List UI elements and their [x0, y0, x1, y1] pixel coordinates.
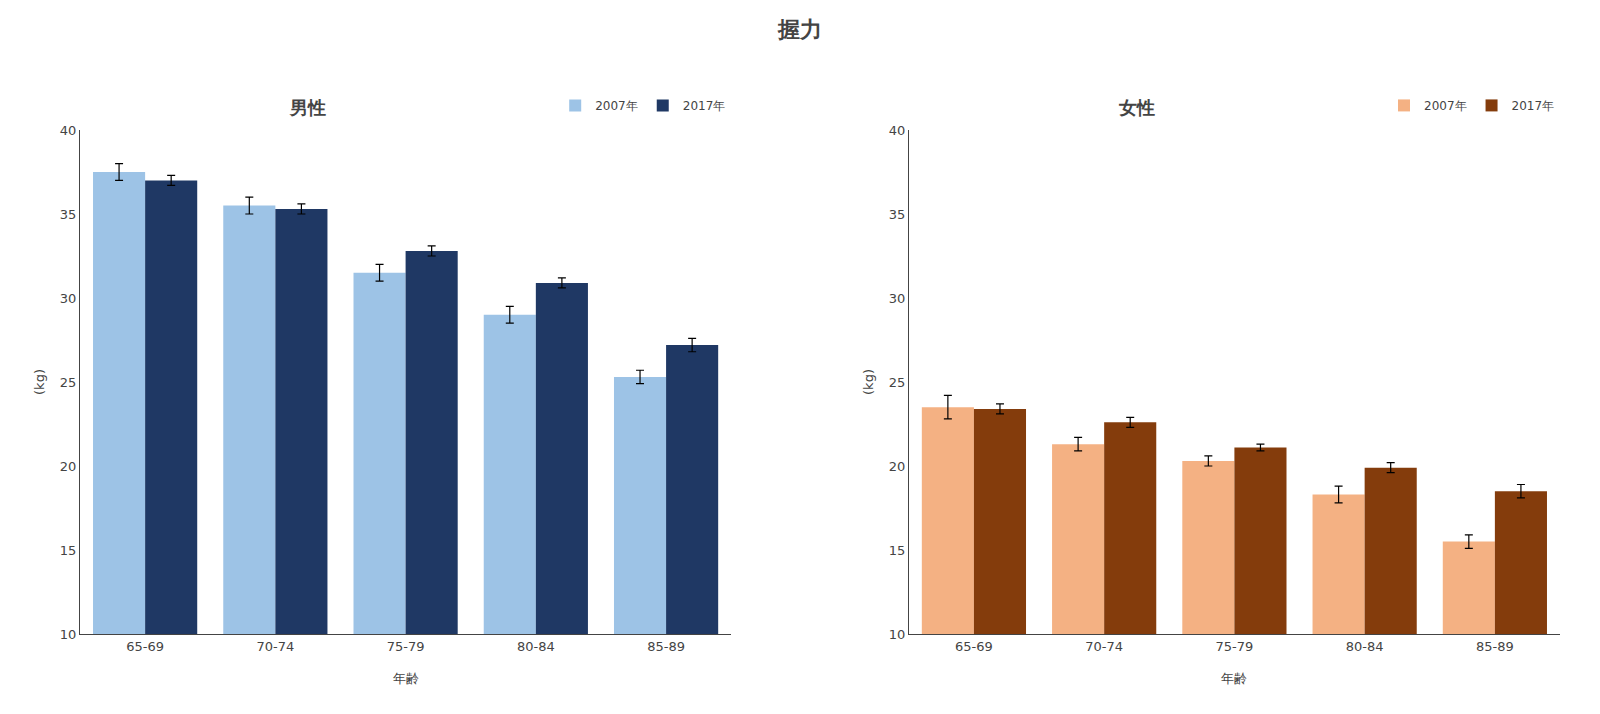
svg-text:2017年: 2017年: [683, 99, 726, 113]
svg-text:25: 25: [60, 375, 77, 390]
svg-text:男性: 男性: [289, 97, 326, 118]
svg-text:65-69: 65-69: [955, 639, 993, 654]
svg-text:75-79: 75-79: [1216, 639, 1254, 654]
svg-text:年齢: 年齢: [393, 671, 419, 686]
svg-text:70-74: 70-74: [1085, 639, 1123, 654]
svg-text:65-69: 65-69: [126, 639, 164, 654]
svg-text:35: 35: [889, 207, 906, 222]
svg-text:20: 20: [60, 459, 77, 474]
svg-text:40: 40: [889, 123, 906, 138]
svg-text:年齢: 年齢: [1221, 671, 1247, 686]
svg-text:10: 10: [889, 627, 906, 642]
svg-text:70-74: 70-74: [256, 639, 294, 654]
svg-text:(kg): (kg): [861, 369, 876, 395]
svg-text:85-89: 85-89: [647, 639, 685, 654]
svg-text:15: 15: [60, 543, 77, 558]
svg-text:握力: 握力: [777, 17, 822, 42]
svg-text:80-84: 80-84: [517, 639, 555, 654]
svg-text:25: 25: [889, 375, 906, 390]
svg-text:10: 10: [60, 627, 77, 642]
svg-text:30: 30: [889, 291, 906, 306]
svg-text:2007年: 2007年: [595, 99, 638, 113]
svg-text:女性: 女性: [1118, 97, 1155, 118]
svg-text:2007年: 2007年: [1424, 99, 1467, 113]
svg-text:75-79: 75-79: [387, 639, 425, 654]
svg-text:2017年: 2017年: [1512, 99, 1555, 113]
svg-text:20: 20: [889, 459, 906, 474]
svg-text:35: 35: [60, 207, 77, 222]
svg-text:(kg): (kg): [32, 369, 47, 395]
svg-text:30: 30: [60, 291, 77, 306]
svg-text:85-89: 85-89: [1476, 639, 1514, 654]
svg-text:15: 15: [889, 543, 906, 558]
svg-text:80-84: 80-84: [1346, 639, 1384, 654]
svg-text:40: 40: [60, 123, 77, 138]
